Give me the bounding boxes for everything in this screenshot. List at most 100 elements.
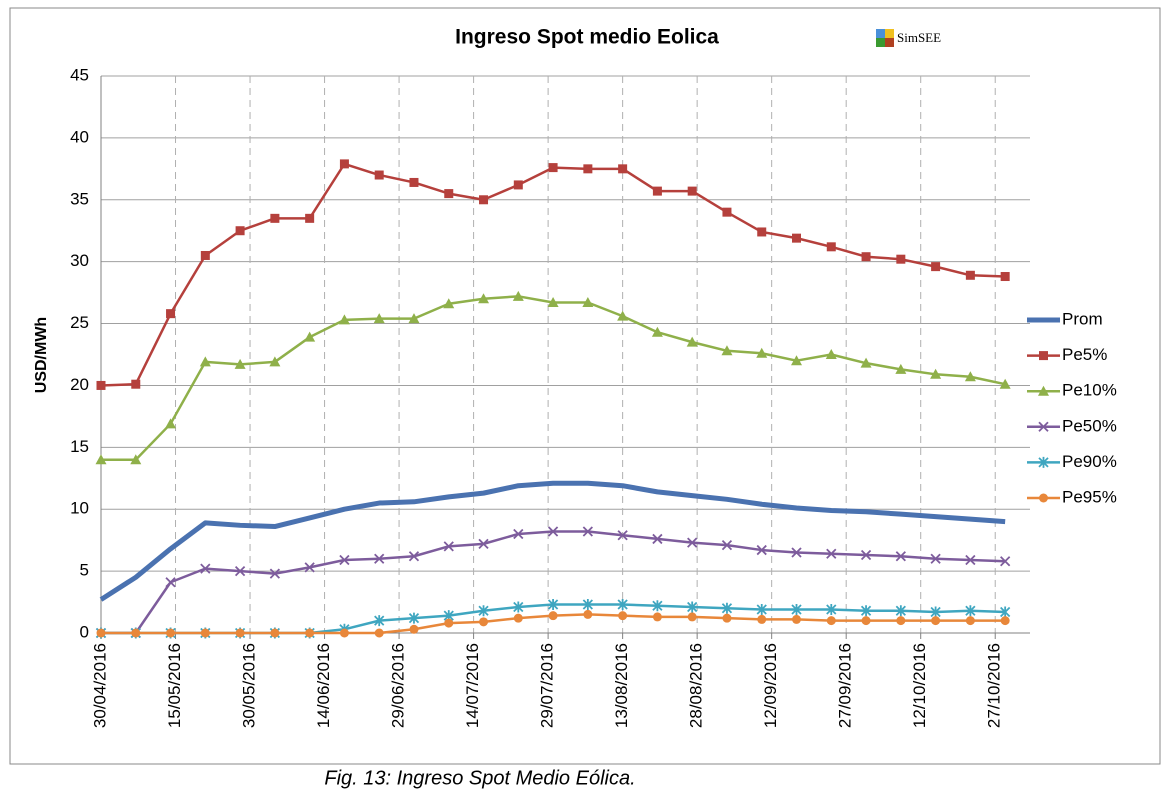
marker xyxy=(96,628,106,638)
marker xyxy=(165,418,177,429)
y-tick-label: 20 xyxy=(70,375,89,394)
marker xyxy=(999,378,1011,389)
marker xyxy=(513,613,523,623)
marker xyxy=(687,612,697,622)
marker xyxy=(582,297,594,308)
logo-text: SimSEE xyxy=(897,30,941,45)
marker xyxy=(270,213,280,223)
x-tick-label: 15/05/2016 xyxy=(165,643,184,728)
y-tick-label: 15 xyxy=(70,437,89,456)
marker xyxy=(513,528,524,540)
marker xyxy=(95,454,107,465)
legend-label: Pe5% xyxy=(1062,345,1107,364)
marker xyxy=(860,605,872,617)
logo-icon xyxy=(876,38,885,47)
y-tick-label: 10 xyxy=(70,499,89,518)
marker xyxy=(860,549,872,561)
legend-label: Pe50% xyxy=(1062,416,1117,435)
marker xyxy=(861,252,871,262)
marker xyxy=(199,356,211,367)
marker xyxy=(339,628,349,638)
x-tick-label: 28/08/2016 xyxy=(687,643,706,728)
marker xyxy=(965,616,975,626)
x-tick-label: 29/07/2016 xyxy=(538,643,557,728)
marker xyxy=(374,553,385,564)
series-line xyxy=(99,480,1006,602)
marker xyxy=(548,611,558,621)
marker xyxy=(1038,421,1049,432)
marker xyxy=(791,547,802,558)
marker xyxy=(479,617,489,627)
marker xyxy=(513,180,523,190)
marker xyxy=(686,336,698,347)
marker xyxy=(826,242,836,252)
marker xyxy=(756,544,767,556)
legend-label: Pe10% xyxy=(1062,381,1117,400)
logo-icon xyxy=(876,29,885,38)
x-tick-label: 30/05/2016 xyxy=(240,643,259,728)
marker xyxy=(444,618,454,628)
marker xyxy=(652,186,662,196)
marker xyxy=(479,195,489,205)
x-tick-label: 14/07/2016 xyxy=(463,643,482,728)
marker xyxy=(409,624,419,634)
marker xyxy=(1038,456,1049,468)
y-tick-label: 25 xyxy=(70,313,89,332)
marker xyxy=(896,254,906,264)
logo-icon xyxy=(885,38,894,47)
marker xyxy=(373,313,385,324)
marker xyxy=(931,262,941,272)
legend-label: Pe95% xyxy=(1062,487,1117,506)
marker xyxy=(269,568,281,579)
chart-border xyxy=(9,7,1161,765)
marker xyxy=(687,601,698,613)
marker xyxy=(721,539,733,551)
marker xyxy=(339,159,349,169)
marker xyxy=(583,164,593,174)
y-tick-label: 30 xyxy=(70,251,89,270)
marker xyxy=(1039,493,1048,503)
y-axis-label: USD/MWh xyxy=(33,317,50,393)
y-tick-label: 40 xyxy=(70,127,89,146)
x-tick-label: 13/08/2016 xyxy=(612,643,631,728)
marker xyxy=(583,609,593,619)
marker xyxy=(791,355,803,366)
marker xyxy=(895,551,906,562)
series-line xyxy=(101,295,1006,461)
marker xyxy=(408,551,420,562)
marker xyxy=(722,207,732,217)
marker xyxy=(617,310,629,321)
marker xyxy=(234,358,246,369)
marker xyxy=(582,526,593,537)
x-tick-label: 30/04/2016 xyxy=(90,643,109,728)
marker xyxy=(617,599,628,611)
marker xyxy=(166,628,176,638)
marker xyxy=(1000,616,1010,626)
x-tick-label: 27/10/2016 xyxy=(985,643,1004,728)
marker xyxy=(478,538,489,550)
marker xyxy=(547,599,559,611)
y-tick-label: 5 xyxy=(80,561,89,580)
marker xyxy=(895,605,906,617)
marker xyxy=(687,537,698,548)
marker xyxy=(130,454,142,465)
marker xyxy=(200,563,211,574)
x-tick-label: 27/09/2016 xyxy=(836,643,855,728)
marker xyxy=(444,189,454,199)
caption: Fig. 13: Ingreso Spot Medio Eólica. xyxy=(324,767,635,789)
marker xyxy=(235,226,245,236)
x-tick-label: 14/06/2016 xyxy=(314,643,333,728)
marker xyxy=(165,577,176,588)
marker xyxy=(443,298,455,309)
legend-label: Pe90% xyxy=(1062,452,1117,471)
marker xyxy=(338,314,350,325)
marker xyxy=(304,562,315,573)
y-tick-label: 0 xyxy=(80,622,89,641)
marker xyxy=(964,371,976,382)
marker xyxy=(582,599,593,611)
x-tick-label: 12/10/2016 xyxy=(910,643,929,728)
marker xyxy=(339,554,350,566)
y-tick-label: 45 xyxy=(70,65,89,84)
marker xyxy=(895,363,907,374)
